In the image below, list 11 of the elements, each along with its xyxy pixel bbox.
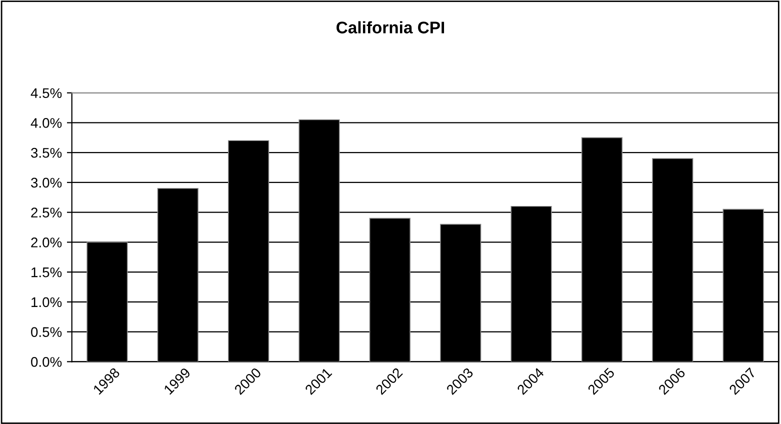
y-tick-label: 3.5%	[31, 148, 62, 158]
y-tick-label: 1.0%	[32, 297, 62, 308]
y-tick-label: 4.0%	[30, 118, 62, 128]
y-tick-label: 4.5%	[30, 88, 62, 98]
chart-title: California CPI	[336, 21, 444, 34]
y-tick-label: 2.0%	[31, 238, 62, 248]
y-tick-label: 3.0%	[31, 178, 62, 188]
y-tick-label: 0.0%	[31, 357, 62, 367]
y-tick-label: 2.5%	[31, 208, 62, 218]
y-tick-label: 1.5%	[32, 267, 62, 278]
y-tick-label: 0.5%	[31, 327, 62, 337]
